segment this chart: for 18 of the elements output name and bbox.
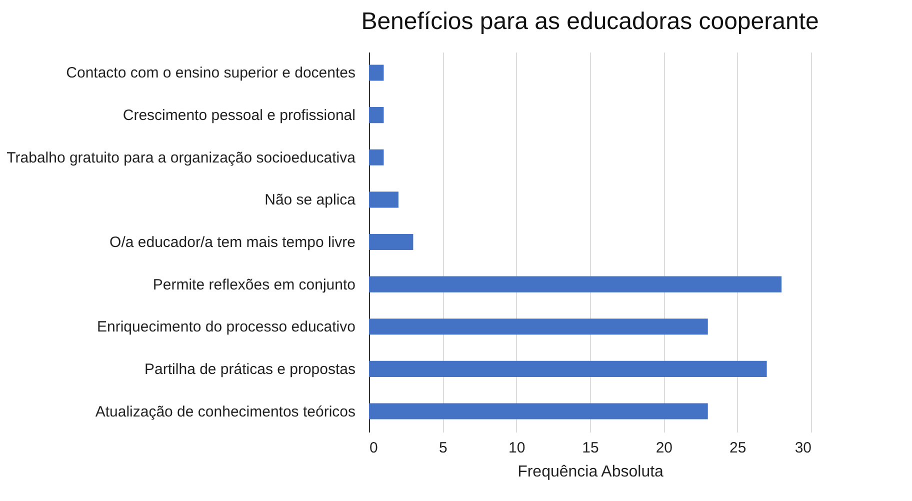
chart-title: Benefícios para as educadoras cooperante <box>361 8 819 35</box>
y-tick-label: O/a educador/a tem mais tempo livre <box>110 234 356 251</box>
x-axis-title: Frequência Absoluta <box>518 464 664 480</box>
x-tick-label: 30 <box>794 440 812 456</box>
x-tick-label: 5 <box>438 440 448 456</box>
y-tick-label: Trabalho gratuito para a organização socioeducativa <box>6 149 356 166</box>
y-tick-label: Partilha de práticas e propostas <box>144 360 356 378</box>
y-tick-label: Enriquecimento do processo educativo <box>97 318 356 336</box>
x-tick-label: 10 <box>508 440 526 456</box>
y-tick-label: Contacto com o ensino superior e docentes <box>66 64 356 82</box>
x-tick-label: 25 <box>729 440 746 456</box>
y-tick-label: Crescimento pessoal e profissional <box>122 107 356 124</box>
y-tick-label: Atualização de conhecimentos teóricos <box>95 403 356 420</box>
x-tick-label: 0 <box>370 440 378 456</box>
y-tick-label: Permite reflexões em conjunto <box>152 276 356 294</box>
x-tick-label: 20 <box>656 440 673 456</box>
x-tick-label: 15 <box>582 440 599 456</box>
y-tick-label: Não se aplica <box>264 192 356 209</box>
